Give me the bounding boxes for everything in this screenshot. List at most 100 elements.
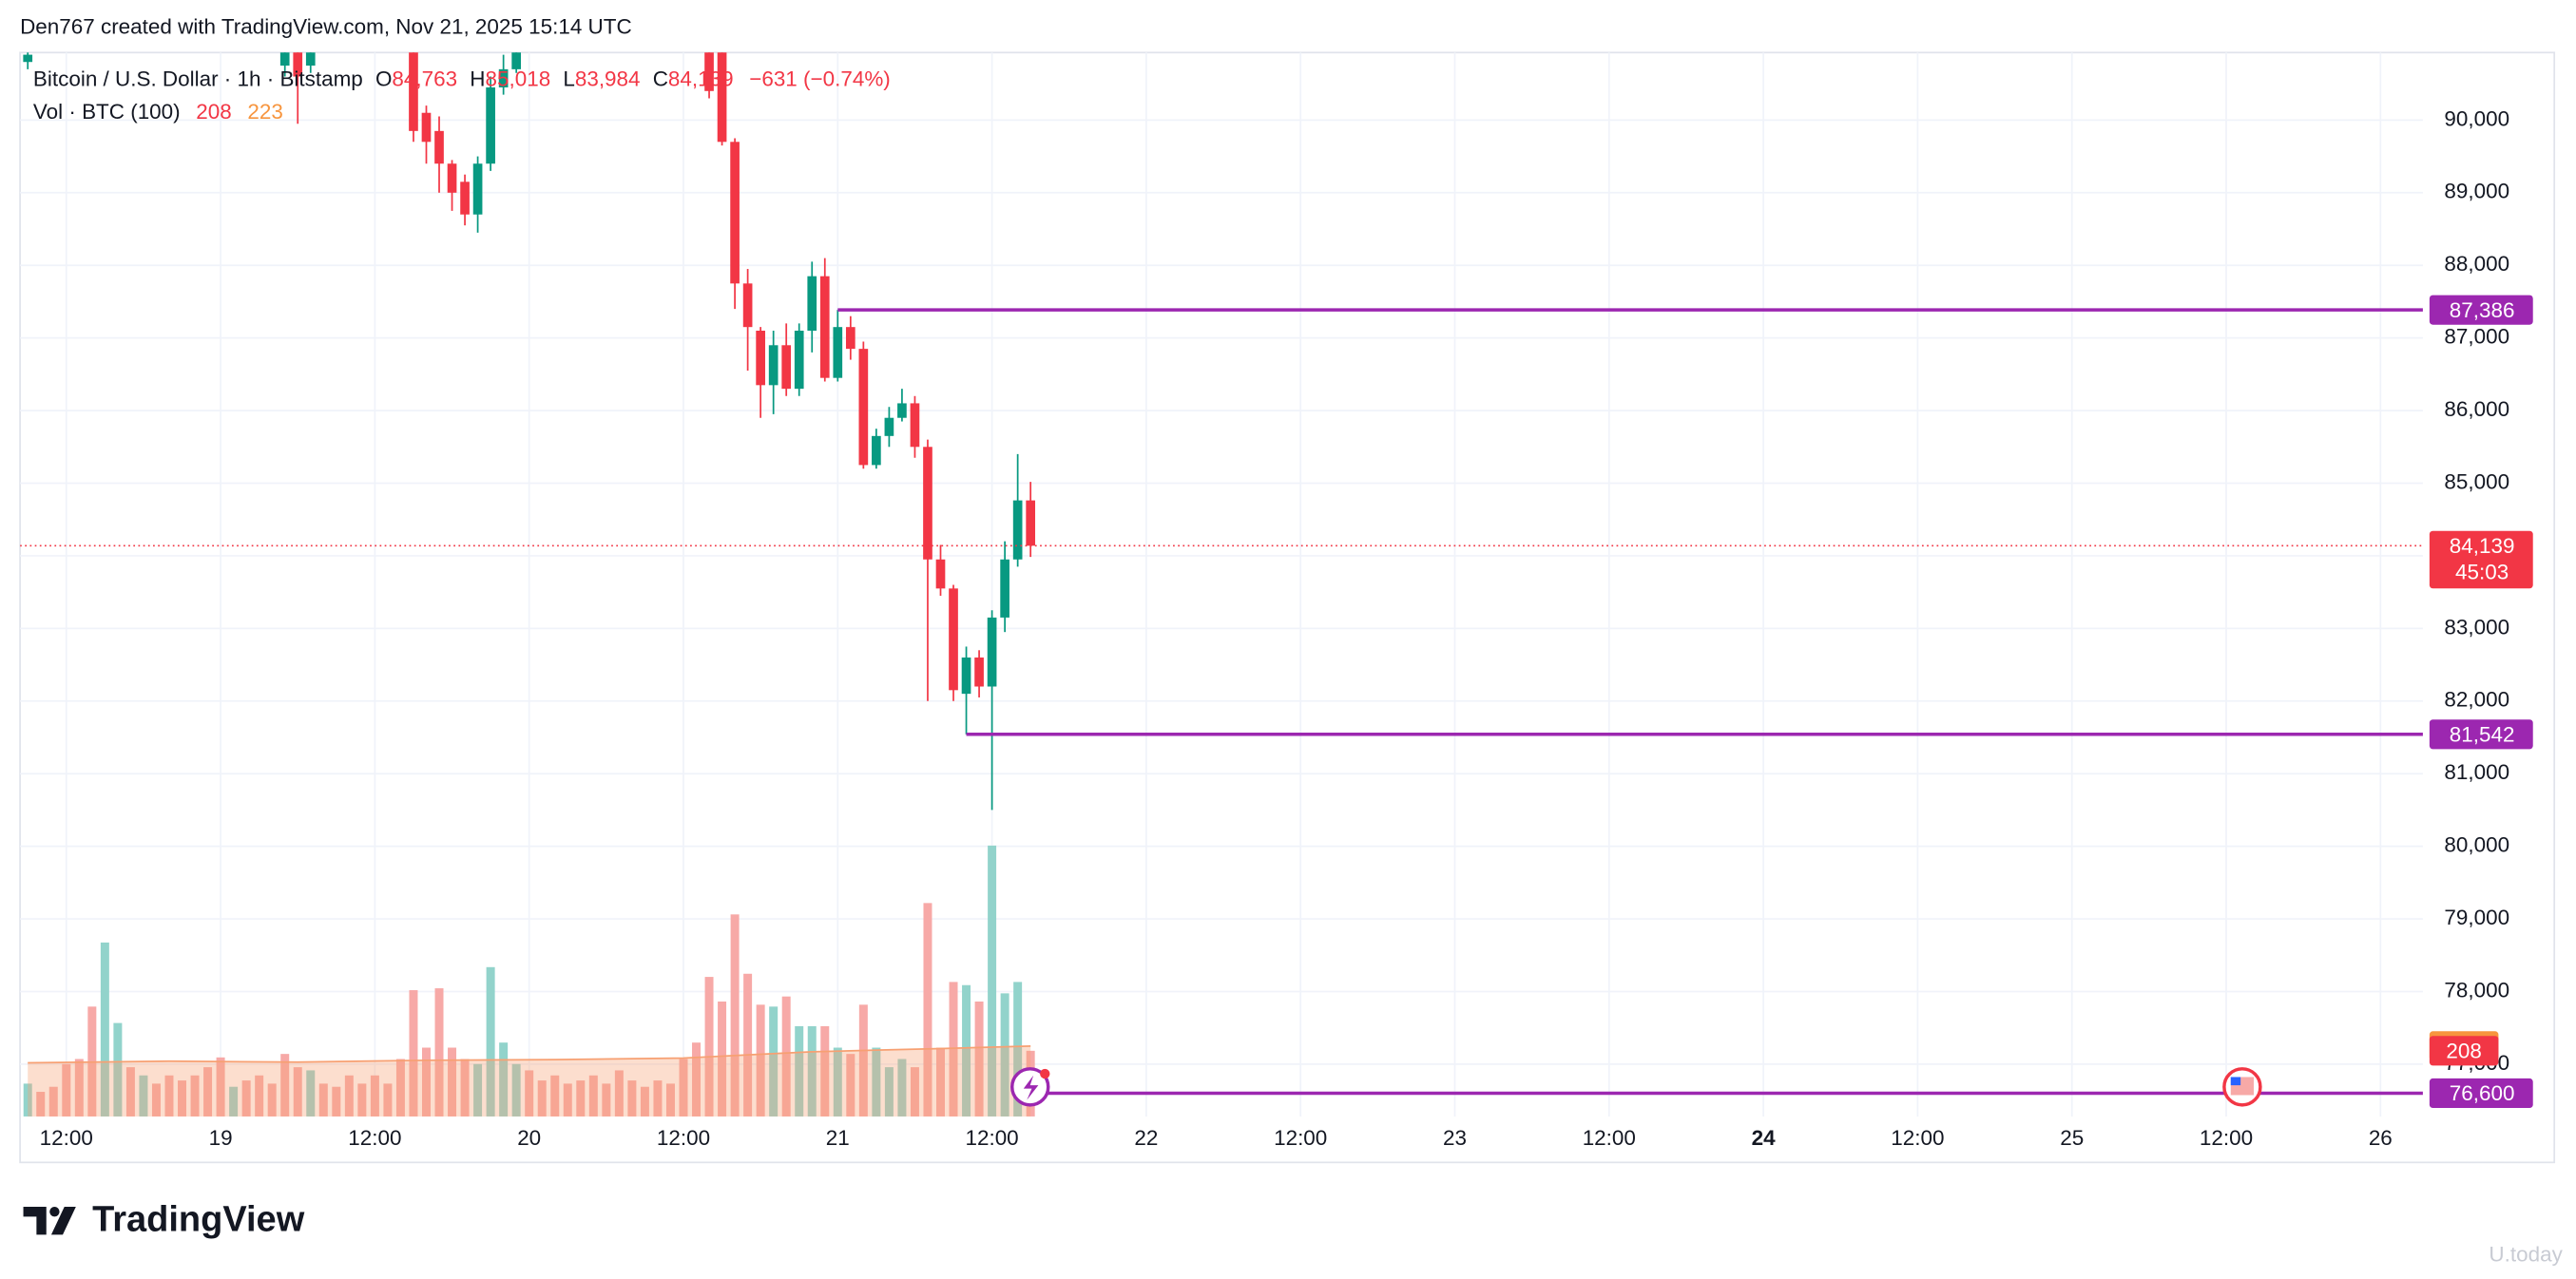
volume-bar — [936, 1047, 945, 1117]
candle-body — [486, 86, 495, 164]
volume-tag-label: 208 — [2446, 1040, 2481, 1063]
volume-bar — [74, 1059, 84, 1117]
volume-bar — [486, 966, 495, 1117]
price-tag — [2429, 530, 2533, 589]
volume-bar — [858, 1004, 868, 1117]
volume-bar — [229, 1086, 239, 1117]
candle-body — [807, 276, 817, 332]
volume-bar — [357, 1083, 367, 1117]
volume-bar — [113, 1022, 123, 1117]
candle-body — [781, 345, 792, 390]
legend-open-label: O — [375, 67, 392, 91]
x-tick-label: 12:00 — [1583, 1126, 1636, 1150]
event-icons — [1009, 1067, 2262, 1107]
volume-legend-label: Vol · BTC (100) — [33, 100, 181, 124]
legend-close: 84,139 — [668, 67, 734, 91]
legend-symbol: Bitcoin / U.S. Dollar · 1h · Bitstamp — [33, 67, 363, 91]
candle-body — [845, 327, 855, 350]
candle-body — [858, 349, 869, 466]
y-tick-label: 86,000 — [2444, 397, 2509, 421]
lightning-bolt — [1023, 1075, 1039, 1100]
volume-bar — [769, 1006, 779, 1117]
logo-text: TradingView — [92, 1200, 305, 1240]
x-tick-label: 12:00 — [1274, 1126, 1327, 1150]
volume-bar — [318, 1083, 328, 1117]
volume-bar — [100, 942, 109, 1117]
volume-bar — [949, 982, 958, 1117]
watermark: U.today — [2489, 1243, 2563, 1267]
level-tag-label: 87,386 — [2450, 298, 2515, 322]
candle-body — [987, 617, 997, 687]
volume-ma-area — [28, 1045, 1031, 1117]
x-tick-label: 26 — [2369, 1126, 2393, 1150]
volume-bar — [395, 1059, 405, 1117]
volume-bar — [872, 1047, 881, 1117]
volume-tag — [2429, 1036, 2499, 1066]
volume-bar — [280, 1054, 290, 1117]
candle-body — [974, 657, 984, 687]
candle-body — [910, 403, 920, 448]
price-countdown: 45:03 — [2455, 561, 2509, 584]
volume-bar — [846, 1054, 855, 1117]
volume-bar — [807, 1025, 817, 1117]
logo: TradingView — [23, 1200, 305, 1240]
level-tag — [2429, 295, 2533, 325]
candle-body — [717, 52, 727, 143]
candle-body — [498, 68, 509, 87]
volume-bar — [473, 1063, 483, 1117]
axes: 12:00 19 12:00 20 12:00 21 12:00 22 12:00 23 12:00… — [40, 106, 2533, 1150]
volume-bar — [203, 1067, 213, 1117]
volume-bar — [139, 1075, 148, 1117]
volume-bar — [756, 1004, 765, 1117]
candle-body — [704, 52, 714, 91]
y-tick-label: 81,000 — [2444, 760, 2509, 784]
x-tick-label: 12:00 — [1891, 1126, 1944, 1150]
volume-bar — [563, 1083, 572, 1117]
volume-bar — [679, 1059, 688, 1117]
volume-bar — [974, 1002, 984, 1117]
volume-bar — [627, 1080, 637, 1117]
volume-bar — [988, 845, 997, 1117]
level-tag — [2429, 719, 2533, 750]
candle-body — [949, 588, 958, 691]
volume-bar — [730, 914, 740, 1117]
volume-bar — [383, 1083, 393, 1117]
volume-bar — [743, 973, 753, 1117]
volume-bar — [576, 1080, 586, 1117]
legend-high-label: H — [470, 67, 485, 91]
candle-body — [1000, 559, 1009, 618]
logo-mark — [23, 1206, 76, 1235]
candle-body — [819, 276, 830, 378]
volume-bar — [718, 1002, 727, 1117]
y-tick-label: 78,000 — [2444, 978, 2509, 1002]
logo-dot — [49, 1206, 60, 1217]
legend-change: −631 (−0.74%) — [749, 67, 891, 91]
volume-bar — [190, 1075, 200, 1117]
volume-bar — [511, 1063, 521, 1117]
candle-body — [923, 447, 932, 560]
candle-body — [293, 52, 303, 77]
level-tag-label: 76,600 — [2450, 1081, 2515, 1105]
volume-bar — [820, 1025, 830, 1117]
candle-body — [730, 142, 740, 284]
volume-bar — [704, 977, 714, 1117]
volume-bar — [833, 1047, 842, 1117]
candle-body — [447, 163, 457, 193]
x-tick-label: 12:00 — [965, 1126, 1018, 1150]
flag-canton — [2230, 1077, 2241, 1086]
volume-bar — [1000, 993, 1009, 1117]
level-tag — [2429, 1078, 2533, 1109]
y-tick-label: 79,000 — [2444, 906, 2509, 929]
volume-bar — [370, 1075, 379, 1117]
legend-line: Bitcoin / U.S. Dollar · 1h · Bitstamp O 8… — [33, 67, 891, 91]
candle-body — [421, 112, 432, 143]
volume-bar — [910, 1067, 919, 1117]
y-tick-label: 88,000 — [2444, 252, 2509, 276]
candle-body — [305, 52, 316, 67]
volume-legend-ma: 223 — [247, 100, 282, 124]
legend-close-label: C — [653, 67, 668, 91]
volume-bar — [178, 1080, 187, 1117]
volume-bar — [640, 1086, 649, 1117]
volume-bar — [537, 1080, 547, 1117]
x-tick-label: 21 — [826, 1126, 850, 1150]
